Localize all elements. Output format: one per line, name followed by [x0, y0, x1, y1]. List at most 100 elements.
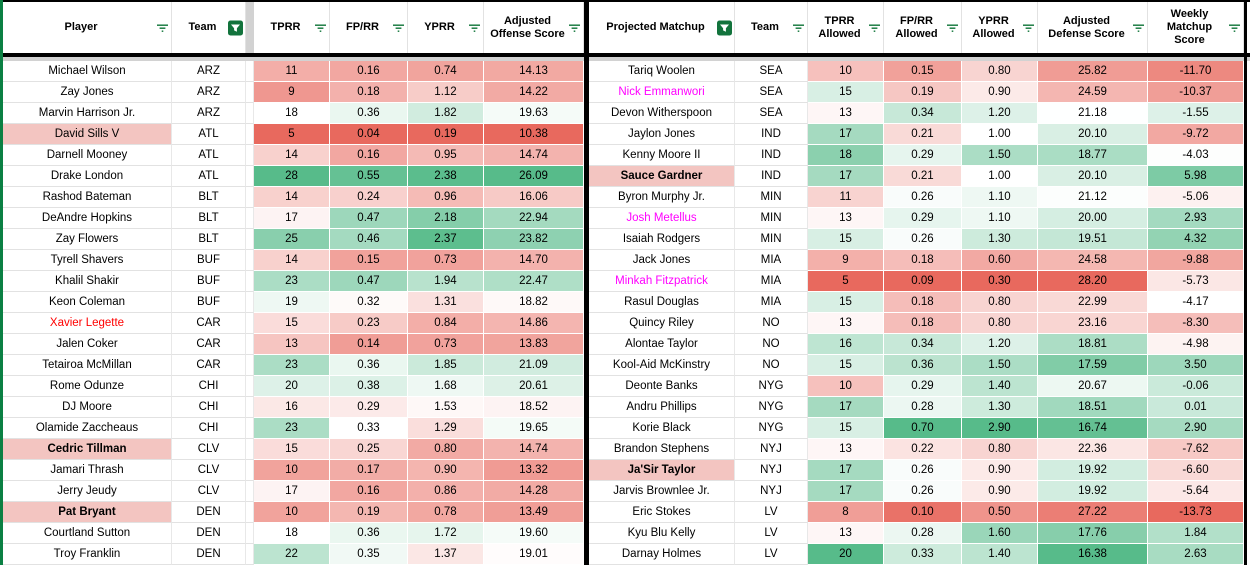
yprr-cell[interactable]: 0.19 [408, 124, 484, 145]
adjusted-offense-score-cell[interactable]: 19.65 [484, 418, 584, 439]
adjusted-offense-score-cell[interactable]: 20.61 [484, 376, 584, 397]
fprr-cell[interactable]: 0.18 [330, 82, 408, 103]
team-cell[interactable]: IND [735, 166, 808, 187]
player-cell[interactable]: Troy Franklin [3, 544, 172, 565]
adjusted-offense-score-cell[interactable]: 10.38 [484, 124, 584, 145]
tprr-cell[interactable]: 14 [254, 145, 330, 166]
team-cell[interactable]: CHI [172, 376, 246, 397]
tprr-cell[interactable]: 25 [254, 229, 330, 250]
yprr-cell[interactable]: 2.18 [408, 208, 484, 229]
weekly-matchup-score-cell[interactable]: -10.37 [1148, 82, 1244, 103]
player-cell[interactable]: Marvin Harrison Jr. [3, 103, 172, 124]
fprr-allowed-cell[interactable]: 0.36 [884, 355, 962, 376]
weekly-matchup-score-cell[interactable]: -7.62 [1148, 439, 1244, 460]
weekly-matchup-score-cell[interactable]: 2.93 [1148, 208, 1244, 229]
tprr-allowed-cell[interactable]: 9 [808, 250, 884, 271]
team-cell[interactable]: MIA [735, 250, 808, 271]
yprr-allowed-cell[interactable]: 1.10 [962, 187, 1038, 208]
adjusted-offense-score-cell[interactable]: 18.82 [484, 292, 584, 313]
adjusted-offense-score-cell[interactable]: 23.82 [484, 229, 584, 250]
yprr-allowed-cell[interactable]: 0.80 [962, 313, 1038, 334]
fprr-cell[interactable]: 0.36 [330, 355, 408, 376]
column-header-team[interactable]: Team [735, 2, 808, 53]
adjusted-offense-score-cell[interactable]: 14.74 [484, 145, 584, 166]
projected-matchup-cell[interactable]: Ja'Sir Taylor [589, 460, 735, 481]
tprr-cell[interactable]: 5 [254, 124, 330, 145]
tprr-cell[interactable]: 10 [254, 502, 330, 523]
fprr-allowed-cell[interactable]: 0.28 [884, 523, 962, 544]
yprr-allowed-cell[interactable]: 0.50 [962, 502, 1038, 523]
team-cell[interactable]: BUF [172, 250, 246, 271]
fprr-allowed-cell[interactable]: 0.22 [884, 439, 962, 460]
weekly-matchup-score-cell[interactable]: -4.98 [1148, 334, 1244, 355]
weekly-matchup-score-cell[interactable]: -4.17 [1148, 292, 1244, 313]
projected-matchup-cell[interactable]: Devon Witherspoon [589, 103, 735, 124]
yprr-allowed-cell[interactable]: 1.20 [962, 334, 1038, 355]
fprr-cell[interactable]: 0.14 [330, 334, 408, 355]
team-cell[interactable]: IND [735, 145, 808, 166]
tprr-cell[interactable]: 22 [254, 544, 330, 565]
adjusted-offense-score-cell[interactable]: 19.60 [484, 523, 584, 544]
team-cell[interactable]: CLV [172, 439, 246, 460]
yprr-cell[interactable]: 0.95 [408, 145, 484, 166]
yprr-allowed-cell[interactable]: 1.30 [962, 397, 1038, 418]
weekly-matchup-score-cell[interactable]: -5.73 [1148, 271, 1244, 292]
tprr-allowed-cell[interactable]: 5 [808, 271, 884, 292]
yprr-cell[interactable]: 1.72 [408, 523, 484, 544]
team-cell[interactable]: LV [735, 502, 808, 523]
player-cell[interactable]: Tyrell Shavers [3, 250, 172, 271]
fprr-allowed-cell[interactable]: 0.10 [884, 502, 962, 523]
weekly-matchup-score-cell[interactable]: -5.64 [1148, 481, 1244, 502]
fprr-allowed-cell[interactable]: 0.21 [884, 166, 962, 187]
player-cell[interactable]: Courtland Sutton [3, 523, 172, 544]
filter-funnel-icon[interactable] [946, 23, 959, 33]
filter-funnel-icon[interactable] [568, 23, 581, 33]
tprr-cell[interactable]: 14 [254, 187, 330, 208]
fprr-allowed-cell[interactable]: 0.21 [884, 124, 962, 145]
team-cell[interactable]: NYG [735, 418, 808, 439]
yprr-allowed-cell[interactable]: 1.10 [962, 208, 1038, 229]
adjusted-offense-score-cell[interactable]: 16.06 [484, 187, 584, 208]
yprr-cell[interactable]: 0.86 [408, 481, 484, 502]
yprr-cell[interactable]: 1.31 [408, 292, 484, 313]
team-cell[interactable]: NYJ [735, 460, 808, 481]
tprr-allowed-cell[interactable]: 15 [808, 355, 884, 376]
player-cell[interactable]: Jalen Coker [3, 334, 172, 355]
tprr-allowed-cell[interactable]: 16 [808, 334, 884, 355]
adjusted-defense-score-cell[interactable]: 27.22 [1038, 502, 1148, 523]
weekly-matchup-score-cell[interactable]: -9.88 [1148, 250, 1244, 271]
fprr-cell[interactable]: 0.33 [330, 418, 408, 439]
fprr-cell[interactable]: 0.32 [330, 292, 408, 313]
player-cell[interactable]: Zay Jones [3, 82, 172, 103]
yprr-cell[interactable]: 0.73 [408, 250, 484, 271]
yprr-allowed-cell[interactable]: 1.60 [962, 523, 1038, 544]
projected-matchup-cell[interactable]: Andru Phillips [589, 397, 735, 418]
tprr-allowed-cell[interactable]: 13 [808, 208, 884, 229]
weekly-matchup-score-cell[interactable]: 4.32 [1148, 229, 1244, 250]
filter-funnel-icon[interactable] [792, 23, 805, 33]
adjusted-offense-score-cell[interactable]: 19.01 [484, 544, 584, 565]
fprr-allowed-cell[interactable]: 0.70 [884, 418, 962, 439]
adjusted-defense-score-cell[interactable]: 21.18 [1038, 103, 1148, 124]
yprr-cell[interactable]: 1.12 [408, 82, 484, 103]
fprr-cell[interactable]: 0.25 [330, 439, 408, 460]
team-cell[interactable]: ATL [172, 166, 246, 187]
adjusted-offense-score-cell[interactable]: 14.22 [484, 82, 584, 103]
tprr-cell[interactable]: 15 [254, 313, 330, 334]
adjusted-defense-score-cell[interactable]: 19.92 [1038, 481, 1148, 502]
adjusted-defense-score-cell[interactable]: 19.92 [1038, 460, 1148, 481]
column-header-fp-rr[interactable]: FP/RR [330, 2, 408, 53]
adjusted-defense-score-cell[interactable]: 20.10 [1038, 166, 1148, 187]
fprr-allowed-cell[interactable]: 0.15 [884, 61, 962, 82]
fprr-allowed-cell[interactable]: 0.19 [884, 82, 962, 103]
filter-funnel-icon[interactable] [314, 23, 327, 33]
adjusted-offense-score-cell[interactable]: 14.70 [484, 250, 584, 271]
yprr-allowed-cell[interactable]: 0.80 [962, 292, 1038, 313]
yprr-cell[interactable]: 0.74 [408, 61, 484, 82]
team-cell[interactable]: ARZ [172, 103, 246, 124]
tprr-allowed-cell[interactable]: 13 [808, 523, 884, 544]
team-cell[interactable]: BLT [172, 208, 246, 229]
filter-funnel-icon[interactable] [156, 23, 169, 33]
tprr-cell[interactable]: 20 [254, 376, 330, 397]
tprr-cell[interactable]: 23 [254, 355, 330, 376]
